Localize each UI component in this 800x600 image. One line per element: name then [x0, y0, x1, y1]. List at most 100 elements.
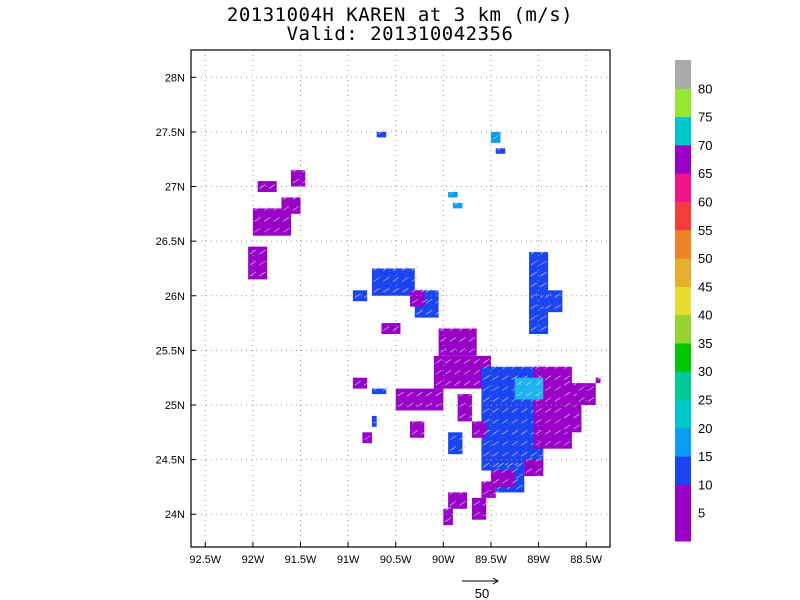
wind-vector: [544, 304, 552, 309]
wind-vector: [483, 462, 490, 468]
wind-vector: [544, 293, 552, 299]
wind-vector: [511, 419, 518, 424]
wind-vector: [425, 288, 433, 293]
wind-vector: [540, 315, 547, 320]
wind-patch: [438, 328, 477, 356]
wind-vector: [416, 391, 423, 397]
wind-vector: [540, 271, 547, 277]
wind-vector: [502, 375, 509, 380]
wind-vector: [492, 430, 499, 435]
wind-vector: [516, 380, 523, 386]
wind-patch: [448, 432, 463, 455]
wind-vector: [544, 364, 552, 370]
wind-vector: [459, 413, 466, 419]
wind-vector: [273, 227, 280, 233]
colorbar-label: 50: [698, 251, 712, 266]
wind-vector: [563, 440, 571, 446]
wind-vector: [435, 402, 442, 408]
wind-vector: [497, 146, 504, 151]
wind-vector: [459, 326, 466, 331]
wind-vector: [483, 440, 490, 446]
wind-vector: [463, 359, 471, 364]
wind-vector: [254, 206, 261, 211]
wind-vector: [444, 517, 452, 522]
wind-vector: [502, 386, 509, 391]
wind-patch: [381, 323, 401, 334]
wind-vector: [354, 293, 361, 299]
colorbar-label: 15: [698, 449, 712, 464]
colorbar-swatch: [675, 512, 691, 542]
wind-vector: [354, 380, 361, 386]
wind-vector: [402, 288, 409, 293]
wind-vector: [473, 380, 480, 386]
wind-vector: [411, 277, 418, 282]
colorbar-swatch: [675, 173, 691, 202]
colorbar-label: 25: [698, 393, 712, 408]
wind-patch: [529, 252, 549, 334]
wind-vector: [440, 337, 447, 342]
wind-vector: [425, 402, 433, 408]
wind-vector: [411, 419, 418, 424]
wind-patch: [471, 421, 487, 438]
wind-vector: [302, 178, 309, 184]
wind-patch: [410, 421, 425, 438]
wind-vector: [363, 435, 371, 441]
wind-vector: [530, 282, 538, 288]
wind-patch: [352, 290, 368, 302]
chart-valid-time: Valid: 201310042356: [286, 23, 514, 45]
wind-vector: [511, 364, 518, 370]
wind-vector: [449, 348, 457, 353]
wind-vector: [492, 375, 499, 380]
wind-vector: [492, 468, 499, 473]
wind-vector: [483, 430, 490, 435]
colorbar-label: 65: [698, 166, 712, 181]
wind-vector: [483, 490, 490, 495]
wind-vector: [383, 266, 390, 271]
wind-vector: [530, 304, 538, 309]
wind-vector: [259, 184, 266, 189]
wind-vector: [540, 451, 547, 457]
wind-vector: [454, 380, 461, 386]
wind-vector: [483, 479, 490, 484]
wind-vector: [263, 227, 271, 233]
wind-vector: [535, 391, 542, 397]
wind-patch: [481, 481, 496, 498]
wind-vector: [554, 408, 561, 413]
wind-vector: [459, 446, 466, 451]
wind-vector: [483, 386, 490, 391]
map-frame: [190, 49, 611, 548]
wind-vector: [502, 364, 509, 370]
colorbar-swatch: [675, 314, 691, 344]
wind-vector: [373, 277, 380, 282]
wind-vector: [530, 293, 538, 299]
colorbar-swatch: [675, 399, 691, 429]
wind-vector: [449, 326, 457, 331]
wind-patch: [443, 508, 453, 526]
wind-vector: [554, 364, 561, 370]
wind-patch: [376, 131, 387, 138]
x-tick-label: 92W: [242, 554, 265, 566]
wind-patch: [371, 268, 415, 296]
wind-vector: [373, 386, 380, 391]
wind-vector: [421, 430, 428, 435]
wind-vector: [392, 326, 399, 331]
wind-vector: [554, 419, 561, 424]
wind-vector: [454, 359, 461, 364]
wind-vector: [292, 178, 299, 184]
wind-patch: [371, 415, 377, 427]
colorbar-label: 5: [698, 506, 705, 521]
wind-vector: [397, 402, 404, 408]
wind-patch: [352, 377, 368, 389]
wind-vector: [435, 369, 442, 375]
wind-vector: [535, 457, 542, 462]
wind-vector: [540, 282, 547, 288]
x-tick-label: 91W: [337, 554, 360, 566]
wind-patch: [490, 470, 515, 487]
wind-vector: [530, 315, 538, 320]
wind-vector: [383, 326, 390, 331]
y-tick-label: 25.5N: [156, 345, 185, 357]
wind-patch: [448, 492, 468, 509]
wind-vector: [516, 484, 523, 490]
wind-patch: [524, 459, 544, 476]
y-tick-label: 27.5N: [156, 127, 185, 139]
